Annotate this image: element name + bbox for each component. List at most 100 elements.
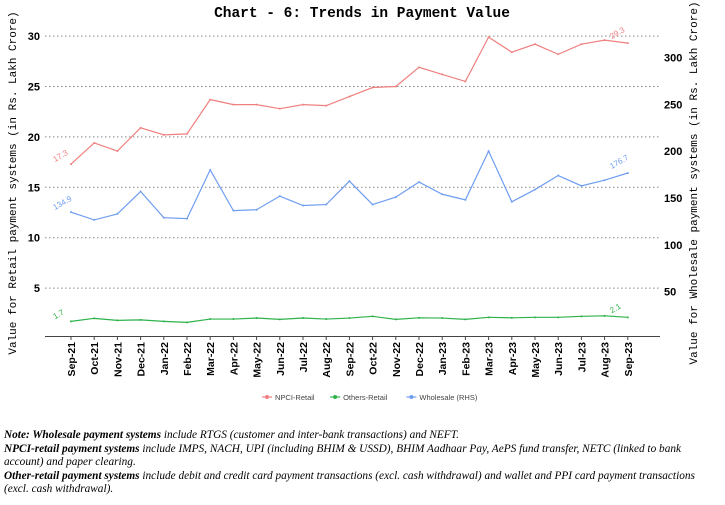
data-point — [394, 85, 397, 88]
data-point — [441, 317, 444, 320]
data-point — [371, 203, 374, 206]
data-point — [302, 317, 304, 320]
data-point — [580, 315, 583, 318]
data-point — [394, 196, 397, 199]
x-tick-label: Mar-22 — [205, 342, 217, 376]
x-tick-label: Aug-23 — [600, 342, 612, 378]
x-tick-label: Jul-23 — [576, 342, 588, 373]
data-point — [116, 212, 119, 215]
data-point — [487, 316, 490, 319]
x-tick-label: Jun-23 — [553, 342, 565, 376]
data-label-last: 29.3 — [608, 25, 626, 41]
data-point — [278, 107, 281, 110]
legend-label: Others-Retail — [343, 393, 388, 402]
x-tick-label: Mar-23 — [484, 342, 496, 376]
y2-tick-label: 300 — [664, 53, 682, 65]
data-point — [603, 314, 606, 317]
data-point — [162, 320, 165, 323]
x-tick-label: Jan-22 — [159, 342, 171, 375]
y2-axis-title: Value for Wholesale payment systems (in … — [689, 1, 701, 364]
x-tick-label: Oct-22 — [368, 342, 380, 375]
data-point — [232, 103, 235, 106]
data-point — [232, 318, 235, 321]
data-point — [626, 42, 629, 45]
legend-marker — [265, 395, 269, 399]
y2-tick-label: 200 — [664, 146, 682, 158]
data-point — [186, 321, 188, 324]
x-tick-label: Apr-23 — [507, 342, 519, 375]
data-point — [464, 198, 467, 201]
data-point — [139, 190, 142, 193]
data-point — [441, 73, 444, 76]
data-point — [186, 217, 188, 220]
data-point — [418, 66, 420, 69]
x-tick-label: Sep-23 — [623, 342, 635, 377]
data-point — [116, 150, 119, 153]
x-tick-label: Dec-21 — [136, 342, 148, 377]
y-tick-label: 5 — [34, 283, 40, 295]
data-label-first: 1.7 — [52, 307, 67, 321]
x-tick-label: Apr-22 — [228, 342, 240, 375]
x-tick-label: Jul-22 — [298, 342, 310, 373]
series-line-others-retail — [70, 315, 628, 323]
data-point — [116, 319, 119, 322]
data-point — [139, 126, 142, 129]
legend-label: Wholesale (RHS) — [419, 393, 477, 402]
chart-title: Chart - 6: Trends in Payment Value — [214, 6, 510, 22]
legend-marker — [409, 395, 414, 399]
data-point — [348, 95, 351, 98]
data-point — [139, 318, 142, 321]
data-point — [371, 86, 374, 89]
data-point — [418, 181, 420, 184]
x-tick-label: Jan-23 — [437, 342, 449, 375]
data-point — [580, 184, 583, 187]
data-point — [510, 51, 513, 54]
x-tick-label: Dec-22 — [414, 342, 426, 377]
data-point — [162, 216, 165, 219]
data-label-last: 2.1 — [608, 301, 623, 315]
y-tick-label: 30 — [28, 31, 40, 43]
data-point — [510, 200, 513, 203]
data-point — [93, 317, 96, 320]
payment-value-chart: Chart - 6: Trends in Payment Value Value… — [8, 1, 701, 402]
data-point — [255, 208, 258, 211]
data-label-first: 17.3 — [52, 148, 70, 164]
data-point — [232, 209, 235, 212]
data-point — [162, 133, 165, 136]
data-point — [626, 316, 629, 319]
series-line-wholesale-rhs- — [70, 149, 628, 221]
x-tick-label: Jun-22 — [275, 342, 287, 376]
chart-notes: Note: Wholesale payment systems include … — [4, 429, 722, 497]
y-tick-label: 25 — [28, 82, 40, 94]
data-point — [580, 43, 583, 46]
data-point — [464, 80, 467, 83]
data-point — [325, 318, 328, 321]
note-wholesale: Note: Wholesale payment systems include … — [4, 429, 459, 441]
data-point — [70, 163, 72, 166]
y2-tick-label: 250 — [664, 99, 682, 111]
data-point — [534, 188, 536, 191]
y-tick-label: 20 — [28, 132, 40, 144]
data-point — [302, 103, 304, 106]
data-point — [278, 318, 281, 321]
data-point — [557, 53, 560, 56]
y2-tick-label: 100 — [664, 240, 682, 252]
data-point — [371, 315, 374, 318]
y2-tick-label: 150 — [664, 193, 682, 205]
data-point — [209, 168, 212, 171]
data-point — [418, 316, 420, 319]
data-label-last: 176.7 — [608, 153, 630, 171]
data-point — [209, 98, 212, 101]
data-point — [348, 180, 351, 183]
x-tick-label: Nov-22 — [391, 342, 403, 377]
x-tick-label: May-22 — [252, 342, 264, 378]
data-point — [93, 141, 96, 144]
y-tick-label: 10 — [28, 233, 40, 245]
note-other-retail: Other-retail payment systems include deb… — [4, 469, 695, 496]
data-point — [325, 203, 328, 206]
x-tick-label: Sep-21 — [66, 342, 78, 377]
x-tick-label: Nov-21 — [112, 342, 124, 377]
x-tick-label: Sep-22 — [344, 342, 356, 377]
data-point — [186, 132, 188, 135]
data-point — [510, 316, 513, 319]
